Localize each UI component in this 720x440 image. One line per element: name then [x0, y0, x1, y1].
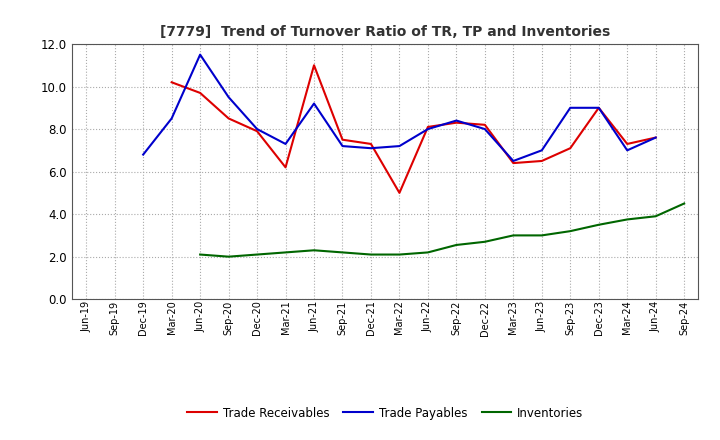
Trade Payables — [253, 126, 261, 132]
Line: Trade Payables: Trade Payables — [143, 55, 656, 161]
Trade Receivables — [338, 137, 347, 142]
Inventories — [680, 201, 688, 206]
Inventories — [395, 252, 404, 257]
Trade Payables — [509, 158, 518, 164]
Trade Receivables — [537, 158, 546, 164]
Trade Payables — [595, 105, 603, 110]
Trade Receivables — [196, 90, 204, 95]
Inventories — [423, 250, 432, 255]
Inventories — [225, 254, 233, 259]
Trade Receivables — [595, 105, 603, 110]
Trade Payables — [537, 148, 546, 153]
Trade Payables — [139, 152, 148, 157]
Title: [7779]  Trend of Turnover Ratio of TR, TP and Inventories: [7779] Trend of Turnover Ratio of TR, TP… — [160, 25, 611, 39]
Trade Payables — [652, 135, 660, 140]
Trade Receivables — [480, 122, 489, 128]
Trade Payables — [167, 116, 176, 121]
Trade Receivables — [623, 141, 631, 147]
Trade Receivables — [566, 146, 575, 151]
Inventories — [253, 252, 261, 257]
Inventories — [566, 228, 575, 234]
Inventories — [652, 214, 660, 219]
Inventories — [310, 248, 318, 253]
Inventories — [282, 250, 290, 255]
Trade Receivables — [509, 161, 518, 166]
Inventories — [480, 239, 489, 245]
Trade Payables — [196, 52, 204, 57]
Inventories — [595, 222, 603, 227]
Inventories — [452, 242, 461, 248]
Line: Inventories: Inventories — [200, 203, 684, 257]
Trade Payables — [338, 143, 347, 149]
Line: Trade Receivables: Trade Receivables — [171, 65, 656, 193]
Inventories — [338, 250, 347, 255]
Trade Receivables — [282, 165, 290, 170]
Trade Payables — [566, 105, 575, 110]
Inventories — [509, 233, 518, 238]
Trade Payables — [282, 141, 290, 147]
Trade Receivables — [253, 128, 261, 134]
Trade Payables — [395, 143, 404, 149]
Trade Receivables — [310, 62, 318, 68]
Trade Payables — [366, 146, 375, 151]
Trade Payables — [423, 126, 432, 132]
Trade Receivables — [395, 190, 404, 195]
Trade Receivables — [452, 120, 461, 125]
Trade Payables — [452, 118, 461, 123]
Inventories — [196, 252, 204, 257]
Inventories — [366, 252, 375, 257]
Trade Payables — [310, 101, 318, 106]
Legend: Trade Receivables, Trade Payables, Inventories: Trade Receivables, Trade Payables, Inven… — [182, 402, 588, 425]
Trade Receivables — [423, 124, 432, 129]
Trade Payables — [623, 148, 631, 153]
Trade Payables — [480, 126, 489, 132]
Inventories — [537, 233, 546, 238]
Trade Receivables — [225, 116, 233, 121]
Trade Receivables — [366, 141, 375, 147]
Trade Receivables — [652, 135, 660, 140]
Trade Receivables — [167, 80, 176, 85]
Inventories — [623, 217, 631, 222]
Trade Payables — [225, 95, 233, 100]
